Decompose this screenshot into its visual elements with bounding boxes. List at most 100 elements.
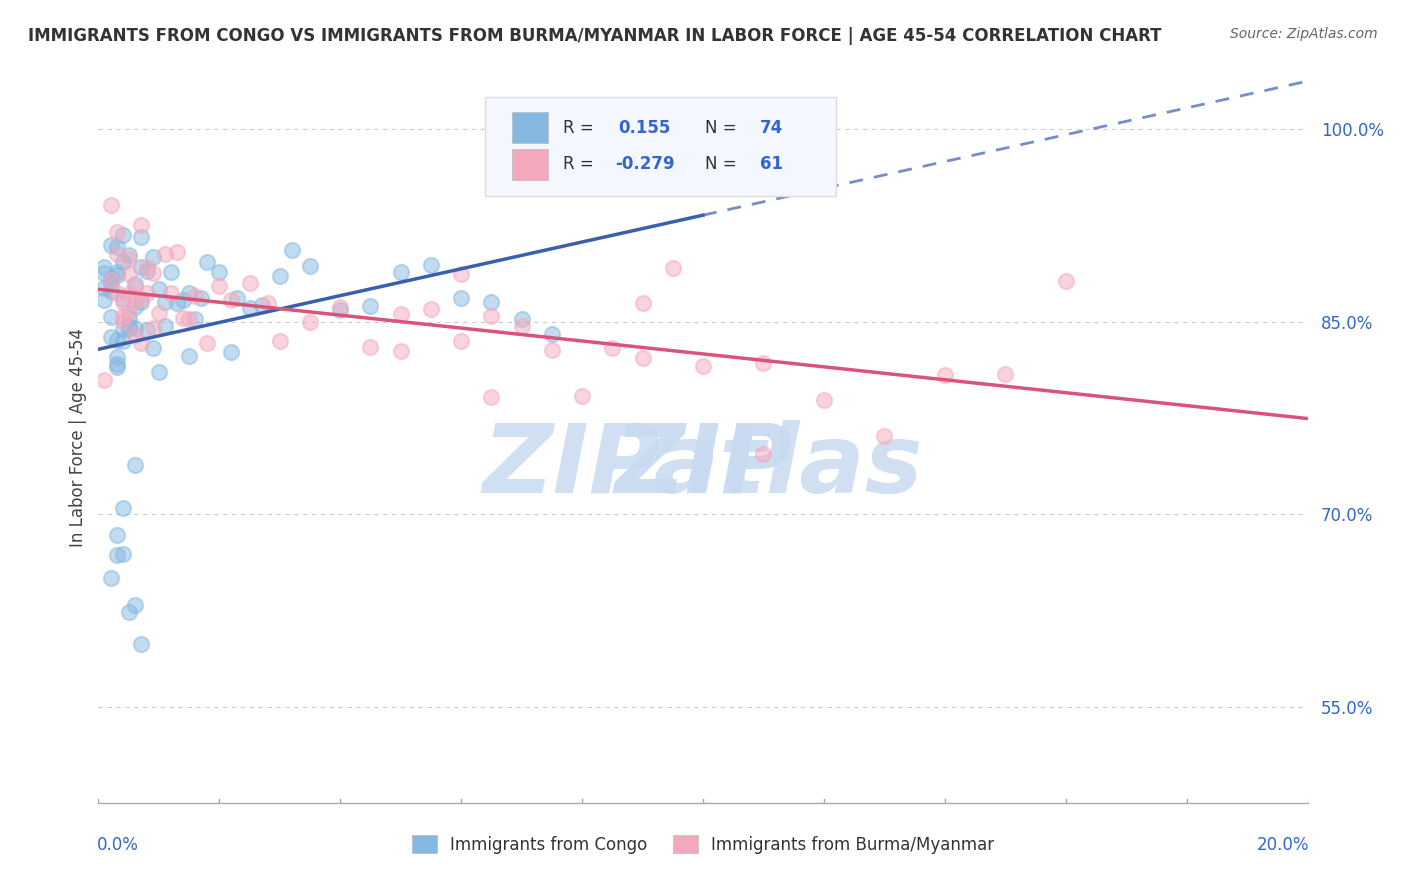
Point (111, 295, 134, 310)
Point (111, 293, 134, 307)
Point (481, 309, 503, 323)
Point (124, 598, 146, 612)
Point (299, 315, 322, 329)
Point (105, 359, 128, 374)
Text: N =: N = (706, 155, 742, 173)
Point (129, 292, 152, 306)
Point (160, 285, 183, 300)
Point (226, 291, 249, 305)
Text: ZIPatlas: ZIPatlas (482, 420, 924, 513)
Point (239, 276, 262, 290)
Text: N =: N = (706, 119, 742, 136)
Point (420, 258, 443, 272)
Text: R =: R = (562, 119, 599, 136)
Point (111, 547, 134, 561)
Point (118, 252, 141, 266)
Point (111, 334, 134, 349)
Point (100, 329, 122, 343)
Point (142, 250, 165, 264)
Point (118, 248, 141, 262)
Point (142, 266, 165, 280)
Point (129, 335, 152, 350)
Point (111, 500, 134, 515)
Point (631, 295, 654, 310)
Point (105, 333, 128, 347)
Point (329, 303, 352, 318)
Point (752, 447, 775, 461)
Point (93, 373, 115, 387)
Text: R =: R = (562, 155, 599, 173)
Point (124, 280, 146, 294)
Point (208, 265, 231, 279)
Point (129, 636, 152, 650)
Point (135, 263, 157, 277)
Point (100, 277, 122, 292)
Point (105, 357, 128, 371)
Point (389, 343, 412, 358)
Point (692, 359, 714, 374)
Point (118, 305, 141, 319)
Point (111, 227, 134, 242)
Point (129, 260, 152, 274)
Point (540, 343, 562, 357)
Point (135, 260, 157, 274)
Point (129, 219, 152, 233)
Point (184, 288, 207, 302)
Point (692, 122, 714, 136)
Point (281, 243, 304, 257)
FancyBboxPatch shape (512, 149, 548, 179)
Point (221, 293, 243, 308)
Point (93, 260, 115, 275)
Text: IMMIGRANTS FROM CONGO VS IMMIGRANTS FROM BURMA/MYANMAR IN LABOR FORCE | AGE 45-5: IMMIGRANTS FROM CONGO VS IMMIGRANTS FROM… (28, 27, 1161, 45)
Point (105, 265, 128, 279)
Point (190, 291, 212, 305)
FancyBboxPatch shape (512, 112, 548, 143)
Point (93, 293, 115, 308)
Point (994, 368, 1017, 382)
Point (100, 238, 122, 252)
Text: -0.279: -0.279 (614, 155, 675, 173)
Point (129, 295, 152, 310)
Point (111, 254, 134, 268)
Point (124, 321, 146, 335)
Point (105, 285, 128, 300)
Point (93, 281, 115, 295)
Point (450, 267, 472, 281)
Point (100, 571, 122, 585)
Point (389, 307, 412, 321)
Text: 0.155: 0.155 (619, 119, 671, 136)
Point (124, 294, 146, 309)
Point (124, 300, 146, 314)
Point (1054, 274, 1077, 288)
Point (510, 319, 533, 334)
Point (360, 340, 382, 354)
Text: 0.0%: 0.0% (97, 836, 139, 854)
Point (208, 279, 231, 293)
Point (118, 319, 141, 334)
Text: 61: 61 (759, 155, 783, 173)
Point (105, 527, 128, 541)
Point (184, 312, 207, 326)
Point (105, 268, 128, 283)
Y-axis label: In Labor Force | Age 45-54: In Labor Force | Age 45-54 (69, 327, 87, 547)
Point (160, 265, 183, 279)
Point (153, 247, 176, 261)
Point (256, 296, 278, 310)
Point (195, 255, 218, 269)
Point (269, 269, 291, 284)
Point (172, 311, 194, 326)
Point (540, 327, 562, 342)
Point (934, 368, 956, 382)
Point (481, 294, 503, 309)
Point (153, 295, 176, 310)
Point (166, 296, 188, 310)
Point (100, 198, 122, 212)
Point (269, 334, 291, 349)
Point (124, 327, 146, 342)
Point (631, 351, 654, 366)
Point (873, 429, 896, 443)
Point (602, 341, 624, 355)
Point (813, 392, 835, 407)
Point (100, 310, 122, 324)
Point (481, 390, 503, 404)
